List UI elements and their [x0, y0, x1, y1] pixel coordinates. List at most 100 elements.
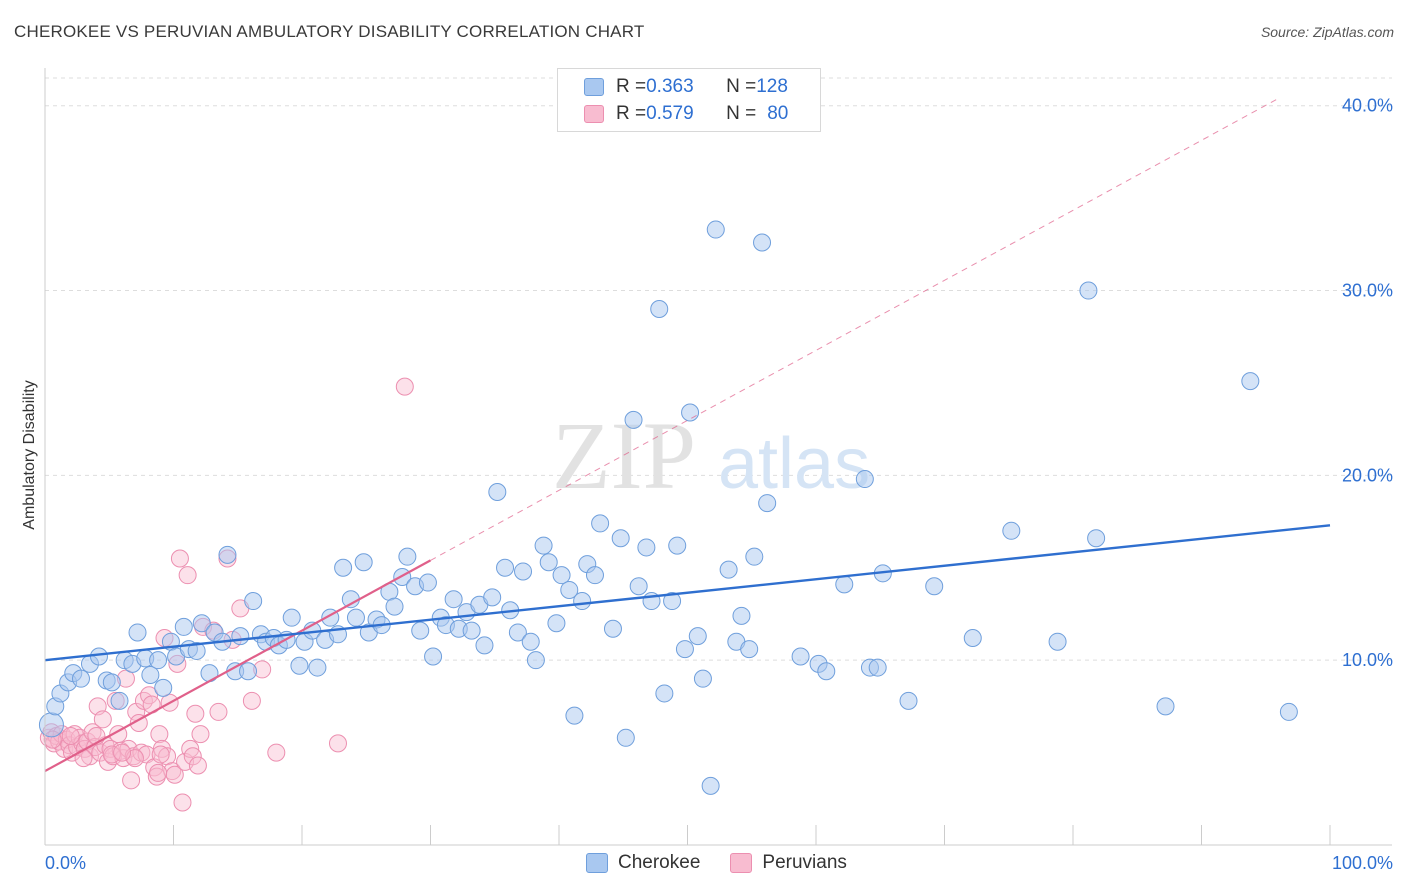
peruvian-point	[188, 756, 207, 775]
cherokee-point	[753, 233, 772, 252]
cherokee-point	[603, 619, 622, 638]
peruvian-point	[113, 743, 132, 762]
cherokee-point	[611, 529, 630, 548]
cherokee-point	[354, 553, 373, 572]
cherokee-point	[521, 632, 540, 651]
cherokee-point	[187, 641, 206, 660]
peruvian-point	[151, 745, 170, 764]
cherokee-point	[346, 608, 365, 627]
cherokee-point	[154, 678, 173, 697]
peruvian-trend-line	[44, 559, 432, 773]
y-tick-label: 10.0%	[1342, 650, 1393, 670]
peruvians-swatch	[584, 105, 604, 123]
cherokee-point	[791, 647, 810, 666]
grid-layer	[45, 77, 1392, 661]
r-value-cherokee: 0.363	[646, 76, 694, 97]
cherokee-point	[89, 647, 108, 666]
cherokee-point	[539, 553, 558, 572]
peruvian-point	[149, 763, 168, 782]
legend-item-cherokee[interactable]: Cherokee	[586, 852, 700, 874]
cherokee-point	[483, 588, 502, 607]
peruvian-point	[170, 549, 189, 568]
cherokee-point	[488, 482, 507, 501]
legend-label-cherokee: Cherokee	[618, 852, 701, 873]
cherokee-point	[526, 651, 545, 670]
cherokee-point	[547, 614, 566, 633]
cherokee-point	[514, 562, 533, 581]
cherokee-point	[462, 621, 481, 640]
cherokee-point	[855, 470, 874, 489]
legend-row-peruvians: R = 0.579 N = 80	[584, 101, 788, 127]
cherokee-point	[424, 647, 443, 666]
cherokee-point	[1079, 281, 1098, 300]
cherokee-point	[508, 623, 527, 642]
cherokee-point	[675, 640, 694, 659]
cherokee-point	[637, 538, 656, 557]
cherokee-point	[745, 547, 764, 566]
cherokee-point	[444, 590, 463, 609]
cherokee-point	[496, 558, 515, 577]
r-label: R =	[616, 76, 647, 97]
cherokee-swatch	[586, 853, 608, 873]
peruvian-point	[267, 743, 286, 762]
axes: 10.0% 20.0% 30.0% 40.0% 0.0% 100.0%	[44, 68, 1393, 873]
peruvian-point	[395, 377, 414, 396]
cherokee-point	[398, 547, 417, 566]
cherokee-point	[149, 651, 168, 670]
trend-lines	[44, 97, 1331, 773]
cherokee-point	[102, 673, 121, 692]
peruvian-point	[209, 702, 228, 721]
cherokee-swatch	[584, 78, 604, 96]
peruvian-point	[242, 691, 261, 710]
r-label: R =	[616, 103, 647, 124]
cherokee-point	[334, 558, 353, 577]
cherokee-point	[534, 536, 553, 555]
cherokee-point	[758, 494, 777, 513]
y-tick-label: 20.0%	[1342, 465, 1393, 485]
watermark-atlas: atlas	[718, 424, 870, 504]
cherokee-point	[650, 300, 669, 319]
cherokee-point	[668, 536, 687, 555]
cherokee-point	[963, 629, 982, 648]
cherokee-point	[706, 220, 725, 239]
peruvian-point	[178, 566, 197, 585]
cherokee-point	[174, 617, 193, 636]
cherokee-point	[552, 566, 571, 585]
peruvian-point	[93, 710, 112, 729]
cherokee-point	[624, 410, 643, 429]
cherokee-point	[817, 662, 836, 681]
cherokee-point	[868, 658, 887, 677]
cherokee-points	[38, 220, 1298, 795]
cherokee-point	[192, 614, 211, 633]
cherokee-point	[411, 621, 430, 640]
cherokee-point	[663, 592, 682, 611]
cherokee-point	[693, 669, 712, 688]
cherokee-point	[1048, 632, 1067, 651]
cherokee-point	[573, 592, 592, 611]
cherokee-point	[231, 627, 250, 646]
peruvian-point	[129, 714, 148, 733]
legend-item-peruvians[interactable]: Peruvians	[730, 852, 847, 874]
peruvians-swatch	[730, 853, 753, 873]
cherokee-trend-line	[44, 524, 1331, 662]
source-label: Source: ZipAtlas.com	[1260, 24, 1394, 40]
cherokee-point	[1241, 372, 1260, 391]
n-label: N =	[726, 76, 757, 97]
peruvian-point	[80, 747, 99, 766]
n-value-peruvians: 80	[767, 103, 789, 124]
cherokee-point	[701, 776, 720, 795]
cherokee-point	[475, 636, 494, 655]
cherokee-point	[1087, 529, 1106, 548]
cherokee-point	[565, 706, 584, 725]
stats-legend: R = 0.363 N = 128 R = 0.579 N = 80	[557, 68, 821, 132]
cherokee-point	[740, 640, 759, 659]
cherokee-point	[732, 606, 751, 625]
x-tick-label: 100.0%	[1332, 853, 1393, 873]
cherokee-point	[71, 669, 90, 688]
cherokee-point	[591, 514, 610, 533]
peruvian-point	[183, 747, 202, 766]
cherokee-point	[418, 573, 437, 592]
peruvian-point	[191, 725, 210, 744]
r-value-peruvians: 0.579	[646, 103, 694, 124]
